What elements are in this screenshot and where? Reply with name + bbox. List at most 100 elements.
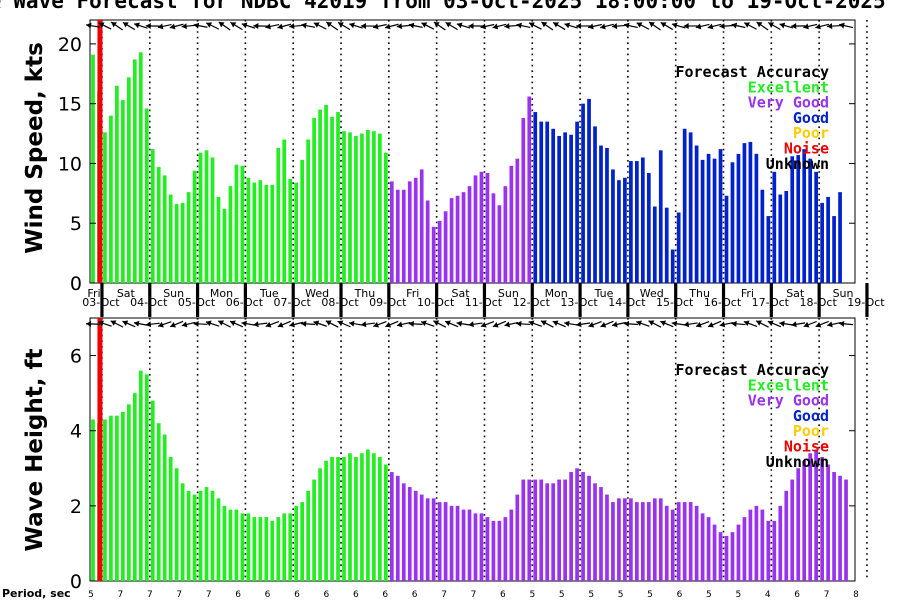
y-tick-label: 4 — [70, 421, 82, 443]
bar — [521, 479, 526, 581]
bar — [629, 161, 633, 283]
bar — [186, 490, 191, 581]
bar — [640, 502, 645, 581]
bar — [664, 505, 669, 581]
period-value: 7 — [118, 590, 124, 600]
bar — [724, 195, 729, 283]
bar — [485, 173, 490, 283]
direction-arrow-icon — [325, 320, 339, 328]
bar — [581, 472, 585, 581]
bar — [449, 198, 454, 283]
direction-arrow-icon — [588, 23, 602, 30]
bar — [288, 513, 293, 581]
bar — [838, 192, 842, 283]
wind-speed-y-axis-label: Wind Speed, kts — [22, 42, 48, 254]
period-value: 7 — [176, 590, 182, 600]
date-axis: Fri Sat Sun Mon Tue Wed Thu Fri Sat Sun Mon Tue Wed T… — [82, 283, 885, 317]
direction-arrow-icon — [169, 320, 184, 328]
bar — [449, 505, 454, 581]
bar — [115, 415, 119, 581]
bar — [766, 520, 771, 581]
bar — [413, 177, 418, 283]
direction-arrow-icon — [289, 23, 304, 30]
legend-item: Good — [793, 109, 829, 127]
wave-height-y-axis-label: Wave Height, ft — [22, 349, 48, 552]
day-label: Sun — [498, 287, 519, 300]
bar — [748, 141, 753, 283]
bar — [826, 464, 830, 581]
direction-arrow-icon — [683, 321, 698, 328]
date-separator — [865, 283, 869, 317]
direction-arrow-icon — [564, 320, 579, 327]
direction-arrow-icon — [719, 321, 734, 328]
period-value: 5 — [618, 590, 624, 600]
date-separator — [339, 283, 343, 317]
bar — [443, 502, 448, 581]
bar — [706, 517, 711, 581]
period-value: 5 — [88, 590, 94, 600]
bar — [682, 128, 687, 283]
period-value: 6 — [235, 590, 241, 600]
direction-arrow-icon — [660, 320, 674, 328]
period-value: 5 — [529, 590, 535, 600]
bar — [760, 509, 765, 581]
bar — [138, 52, 143, 284]
bar — [838, 475, 842, 581]
legend-item: Excellent — [748, 78, 829, 96]
y-tick-label: 6 — [70, 346, 82, 368]
date-separator — [100, 283, 104, 317]
bar — [760, 189, 765, 283]
bar — [180, 202, 185, 283]
direction-arrow-icon — [133, 320, 148, 327]
bar — [103, 419, 107, 581]
bar — [796, 155, 801, 283]
bar — [820, 202, 824, 283]
date-label: 03-Oct — [82, 296, 120, 309]
direction-arrow-icon — [815, 23, 830, 30]
bar — [706, 153, 711, 283]
bar — [354, 457, 358, 581]
bar — [294, 505, 299, 581]
y-tick-label: 20 — [58, 34, 82, 56]
direction-arrow-icon — [241, 320, 256, 327]
direction-arrow-icon — [719, 23, 734, 30]
legend-title: Forecast Accuracy — [675, 361, 829, 379]
direction-arrow-icon — [600, 320, 614, 328]
bar — [694, 145, 699, 283]
bar — [156, 423, 161, 581]
bar — [700, 159, 705, 283]
day-label: Sun — [163, 287, 184, 300]
direction-arrow-icon — [289, 321, 304, 328]
bar — [772, 520, 777, 581]
bar — [121, 411, 125, 581]
period-value: 6 — [500, 590, 506, 600]
date-separator — [148, 283, 152, 317]
direction-arrow-icon — [791, 23, 806, 30]
bar — [778, 505, 783, 581]
direction-arrow-icon — [528, 320, 543, 327]
direction-arrow-icon — [408, 320, 423, 327]
period-value: 6 — [353, 590, 359, 600]
bar — [228, 186, 233, 283]
bar — [318, 468, 322, 581]
bar — [318, 109, 322, 283]
bar — [826, 196, 830, 283]
direction-arrow-icon — [181, 23, 196, 30]
bar — [569, 472, 573, 581]
bar — [593, 483, 597, 581]
bar — [372, 131, 376, 283]
direction-arrow-icon — [707, 320, 722, 328]
bar — [772, 171, 777, 283]
bar — [461, 192, 466, 283]
direction-arrow-icon — [241, 22, 256, 29]
bar — [557, 479, 562, 581]
direction-arrow-icon — [648, 320, 662, 328]
bar — [419, 169, 424, 283]
bar — [718, 532, 723, 581]
period-value: 4 — [765, 590, 771, 600]
chart-title: & Wave Forecast for NDBC 42019 from 03-O… — [0, 0, 886, 13]
bar — [413, 490, 418, 581]
direction-arrow-icon — [408, 22, 423, 29]
bar — [479, 171, 484, 283]
bar — [138, 370, 143, 581]
